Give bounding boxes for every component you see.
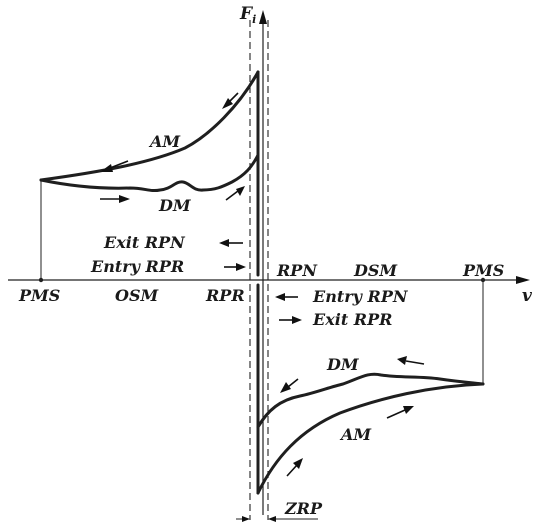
- am-upper-curve: [39, 70, 260, 182]
- pms-right-point: [480, 277, 486, 283]
- dm-upper-arrow-2: [225, 186, 245, 201]
- dm-upper-label: DM: [158, 196, 192, 215]
- rpr-label: RPR: [205, 286, 245, 305]
- x-axis-label: v: [522, 286, 533, 306]
- exit-rpr-arrow: [279, 316, 302, 324]
- entry-rpr-arrow: [224, 263, 246, 271]
- zrp-dimension: [236, 516, 318, 522]
- am-lower-arrow-1: [286, 458, 303, 477]
- am-upper-arrow-2: [100, 160, 129, 172]
- am-lower-curve: [256, 382, 485, 495]
- zrp-label: ZRP: [284, 499, 323, 518]
- x-axis-arrowhead: [516, 276, 530, 284]
- dm-lower-arrow-1: [280, 378, 299, 393]
- pms-left-label: PMS: [18, 286, 60, 305]
- dm-lower-arrow-2: [397, 356, 425, 365]
- entry-rpn-arrow: [275, 293, 298, 301]
- am-lower-arrow-2: [386, 406, 414, 419]
- dm-lower-curve: [256, 372, 485, 429]
- y-axis-arrowhead: [259, 10, 267, 24]
- am-upper-arrow-1: [222, 92, 239, 109]
- dm-upper-arrow-1: [100, 195, 130, 203]
- rpn-label: RPN: [276, 261, 318, 280]
- am-upper-label: AM: [148, 132, 181, 151]
- y-axis-label: Fi: [239, 4, 256, 26]
- osm-label: OSM: [115, 286, 159, 305]
- dm-lower-label: DM: [326, 355, 360, 374]
- entry-rpn-label: Entry RPN: [312, 287, 409, 306]
- pms-left-point: [38, 277, 44, 283]
- exit-rpn-label: Exit RPN: [103, 233, 186, 252]
- dsm-label: DSM: [353, 261, 398, 280]
- exit-rpn-arrow: [219, 239, 243, 247]
- entry-rpr-label: Entry RPR: [90, 257, 184, 276]
- am-lower-label: AM: [339, 425, 372, 444]
- exit-rpr-label: Exit RPR: [312, 310, 392, 329]
- dm-upper-curve: [39, 153, 260, 193]
- pms-right-label: PMS: [462, 261, 504, 280]
